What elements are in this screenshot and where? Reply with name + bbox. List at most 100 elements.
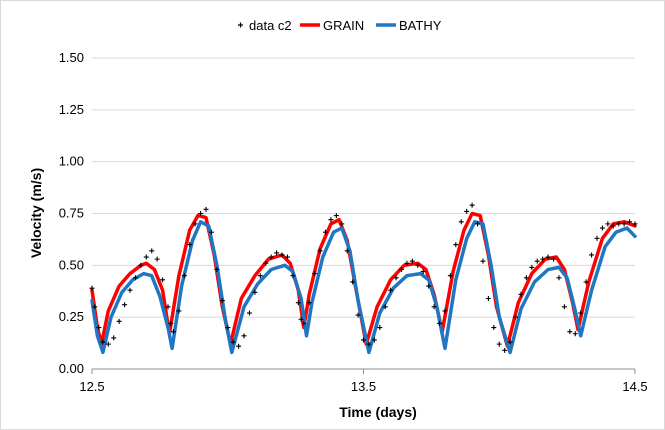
series-layer (89, 202, 638, 355)
data-point-marker (317, 248, 323, 254)
data-point-marker (203, 206, 209, 212)
series-line-bathy (90, 220, 637, 355)
data-point-marker (89, 285, 95, 291)
data-point-marker (246, 310, 252, 316)
data-point-marker (160, 277, 166, 283)
data-point-marker (475, 221, 481, 227)
data-point-marker (165, 304, 171, 310)
data-point-marker (447, 273, 453, 279)
data-point-marker (263, 260, 269, 266)
y-tick-label: 1.50 (59, 50, 84, 65)
data-point-marker (322, 229, 328, 235)
data-point-marker (458, 219, 464, 225)
data-point-marker (529, 264, 535, 270)
data-point-marker (399, 266, 405, 272)
data-point-marker (198, 211, 204, 216)
x-tick-label: 14.5 (622, 379, 647, 394)
data-point-marker (583, 279, 589, 285)
data-point-marker (274, 250, 280, 256)
data-point-marker (284, 254, 290, 260)
data-point-marker (100, 339, 106, 345)
data-point-marker (298, 316, 304, 322)
y-axis-title: Velocity (m/s) (28, 168, 44, 258)
data-point-marker (333, 213, 339, 219)
data-point-marker (143, 254, 149, 260)
data-point-marker (170, 329, 176, 335)
data-point-marker (621, 221, 627, 227)
data-point-marker (632, 221, 638, 227)
data-point-marker (578, 310, 584, 316)
data-point-marker (388, 287, 394, 293)
data-point-marker (610, 223, 616, 229)
data-point-marker (502, 347, 508, 353)
data-point-marker (437, 320, 443, 326)
data-point-marker (572, 331, 578, 337)
legend-label: BATHY (399, 18, 442, 33)
data-point-marker (594, 235, 600, 241)
data-point-marker (523, 275, 529, 281)
data-point-marker (513, 314, 519, 320)
data-point-marker (415, 262, 421, 268)
data-point-marker (138, 262, 144, 268)
y-tick-label: 0.25 (59, 309, 84, 324)
data-point-marker (551, 256, 557, 262)
legend-label: data c2 (249, 18, 292, 33)
data-point-marker (442, 308, 448, 314)
y-tick-labels: 0.00 0.25 0.50 0.75 1.00 1.25 1.50 (59, 50, 84, 376)
data-point-marker (306, 300, 312, 306)
data-point-marker (567, 329, 573, 335)
data-point-marker (92, 304, 98, 310)
data-point-marker (225, 325, 231, 331)
data-point-marker (496, 341, 502, 347)
data-point-marker (187, 242, 193, 248)
data-point-marker (616, 221, 622, 227)
data-point-marker (111, 335, 117, 341)
data-point-marker (252, 289, 258, 295)
data-point-marker (556, 275, 562, 281)
data-point-marker (431, 304, 437, 310)
data-point-marker (605, 221, 611, 227)
data-point-marker (176, 308, 182, 314)
data-point-marker (534, 258, 540, 264)
data-point-marker (154, 256, 160, 262)
data-point-marker (268, 254, 274, 260)
axes (91, 368, 636, 374)
data-point-marker (361, 337, 366, 343)
y-tick-label: 0.50 (59, 257, 84, 272)
data-point-marker (241, 333, 247, 339)
data-point-marker (290, 273, 296, 279)
y-tick-label: 0.00 (59, 361, 84, 376)
data-point-marker (279, 252, 285, 258)
data-point-marker (328, 217, 334, 223)
data-point-marker (181, 273, 187, 279)
data-point-marker (344, 248, 350, 254)
data-point-marker (312, 271, 318, 277)
data-point-marker (377, 325, 383, 331)
data-point-marker (382, 304, 388, 310)
data-point-marker (96, 325, 102, 331)
data-point-marker (469, 202, 475, 208)
data-point-marker (127, 287, 133, 293)
data-point-marker (599, 225, 605, 231)
data-point-marker (116, 318, 122, 324)
data-point-marker (208, 229, 214, 235)
data-point-marker (404, 260, 410, 266)
data-point-marker (295, 300, 301, 306)
x-tick-label: 13.5 (351, 379, 376, 394)
data-point-marker (105, 341, 111, 347)
data-point-marker (355, 312, 361, 318)
data-point-marker (219, 298, 225, 304)
data-point-marker (339, 221, 345, 227)
data-point-marker (192, 221, 198, 227)
data-point-marker (366, 341, 372, 347)
legend-swatch-data-c2 (238, 22, 243, 28)
data-point-marker (301, 320, 307, 326)
data-point-marker (627, 219, 633, 225)
data-point-marker (236, 343, 242, 349)
data-point-marker (230, 339, 236, 345)
y-tick-label: 1.25 (59, 102, 84, 117)
data-point-marker (214, 266, 220, 272)
